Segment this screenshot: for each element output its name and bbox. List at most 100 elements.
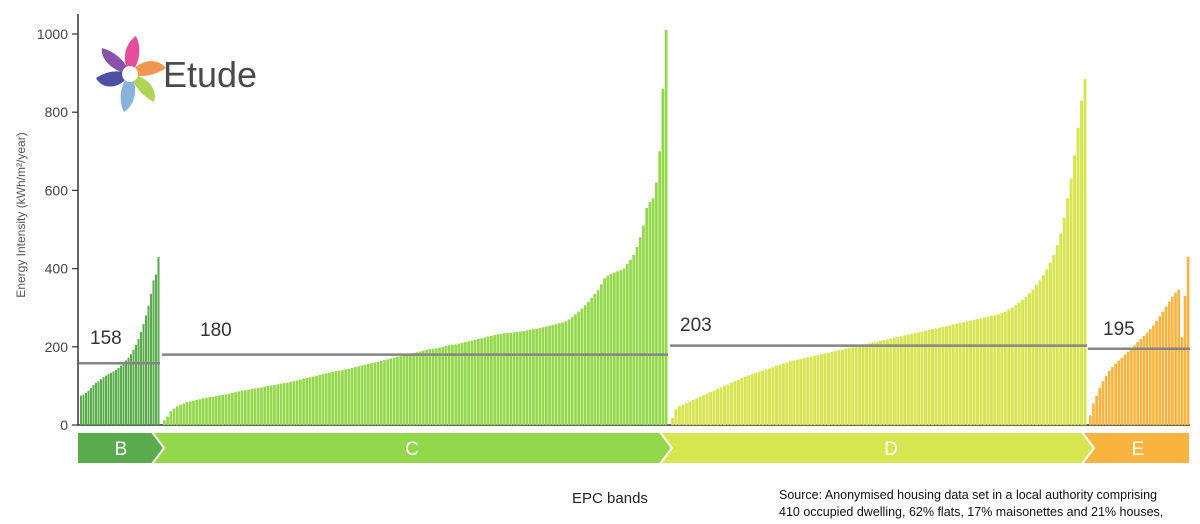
bar-c	[609, 274, 613, 425]
bar-d	[809, 356, 813, 425]
bar-c	[632, 254, 636, 425]
bar-d	[823, 353, 827, 425]
bar-c	[454, 344, 458, 425]
bar-c	[658, 151, 662, 426]
bar-d	[931, 329, 934, 425]
bar-d	[1045, 269, 1049, 425]
bar-c	[253, 388, 257, 425]
bar-c	[392, 357, 396, 425]
bar-c	[256, 387, 260, 425]
bar-b	[122, 363, 125, 425]
bar-d	[851, 347, 855, 425]
bar-d	[858, 345, 862, 425]
bar-c	[350, 367, 354, 425]
bar-e	[1089, 415, 1092, 425]
y-tick-label: 1000	[37, 26, 68, 42]
bar-d	[684, 403, 688, 425]
bar-c	[606, 275, 610, 425]
bar-d	[1041, 275, 1045, 425]
bar-d	[979, 318, 983, 425]
bar-d	[820, 354, 824, 425]
bar-c	[421, 350, 425, 425]
bar-e	[1183, 295, 1187, 425]
epc-band-arrows: B C D E	[76, 431, 1191, 465]
bar-c	[211, 396, 215, 425]
bar-d	[948, 325, 952, 425]
source-line-2: 410 occupied dwelling, 62% flats, 17% ma…	[779, 505, 1164, 519]
bar-c	[305, 378, 309, 425]
bar-e	[1186, 256, 1190, 425]
bar-c	[234, 392, 237, 425]
bar-c	[538, 328, 542, 425]
bar-c	[493, 335, 496, 425]
bar-d	[802, 358, 806, 425]
bar-d	[771, 367, 775, 425]
bar-c	[172, 408, 176, 425]
bar-c	[587, 301, 590, 425]
bar-c	[363, 364, 367, 425]
bar-c	[506, 333, 509, 425]
bar-e	[1158, 316, 1162, 425]
bar-c	[376, 361, 380, 425]
bar-d	[861, 344, 865, 425]
bar-c	[347, 368, 351, 425]
bar-e	[1152, 325, 1155, 425]
bar-d	[885, 339, 889, 425]
average-label-d: 203	[680, 315, 712, 336]
bar-c	[415, 352, 419, 425]
bar-e	[1120, 357, 1124, 425]
source-note: Source: Anonymised housing data set in a…	[779, 487, 1200, 521]
bar-e	[1177, 289, 1181, 425]
bar-e	[1180, 337, 1184, 425]
bar-c	[561, 322, 564, 425]
bar-c	[509, 332, 513, 425]
bar-b	[147, 305, 150, 425]
bar-c	[273, 385, 276, 425]
bar-c	[386, 359, 390, 425]
bar-d	[677, 406, 681, 425]
bar-e	[1139, 338, 1143, 425]
bar-d	[837, 350, 841, 425]
bar-c	[227, 393, 231, 425]
bar-d	[716, 389, 720, 425]
bar-d	[736, 379, 740, 425]
bar-c	[360, 365, 364, 425]
bar-d	[705, 393, 709, 425]
bar-c	[425, 349, 428, 425]
bar-d	[754, 373, 758, 425]
bar-e	[1098, 387, 1102, 425]
bar-d	[1062, 217, 1066, 425]
bar-e	[1174, 292, 1177, 425]
bar-c	[289, 381, 292, 425]
bar-c	[286, 382, 289, 425]
bar-c	[483, 337, 487, 425]
bar-c	[473, 339, 477, 425]
bar-d	[778, 364, 782, 425]
bar-d	[833, 351, 837, 425]
bar-e	[1133, 345, 1136, 425]
bar-c	[315, 375, 318, 425]
bar-d	[937, 327, 941, 425]
bar-c	[532, 329, 535, 425]
bar-c	[551, 324, 555, 425]
bar-c	[230, 392, 234, 425]
bar-c	[548, 325, 551, 425]
bar-c	[535, 328, 539, 425]
bar-d	[1069, 178, 1073, 425]
bar-d	[847, 347, 851, 425]
bar-c	[590, 297, 594, 425]
bar-c	[269, 385, 273, 425]
y-tick-label: 600	[45, 182, 69, 198]
bar-d	[729, 382, 733, 425]
bar-c	[263, 386, 267, 425]
band-label-d: D	[884, 439, 898, 460]
average-lines: 158 180 203 195	[79, 315, 1190, 365]
band-label-b: B	[115, 439, 128, 460]
bar-d	[934, 328, 938, 425]
bar-c	[240, 390, 244, 425]
bar-b	[155, 274, 157, 425]
bar-d	[750, 374, 754, 425]
bar-c	[467, 341, 471, 425]
bar-c	[603, 278, 606, 426]
